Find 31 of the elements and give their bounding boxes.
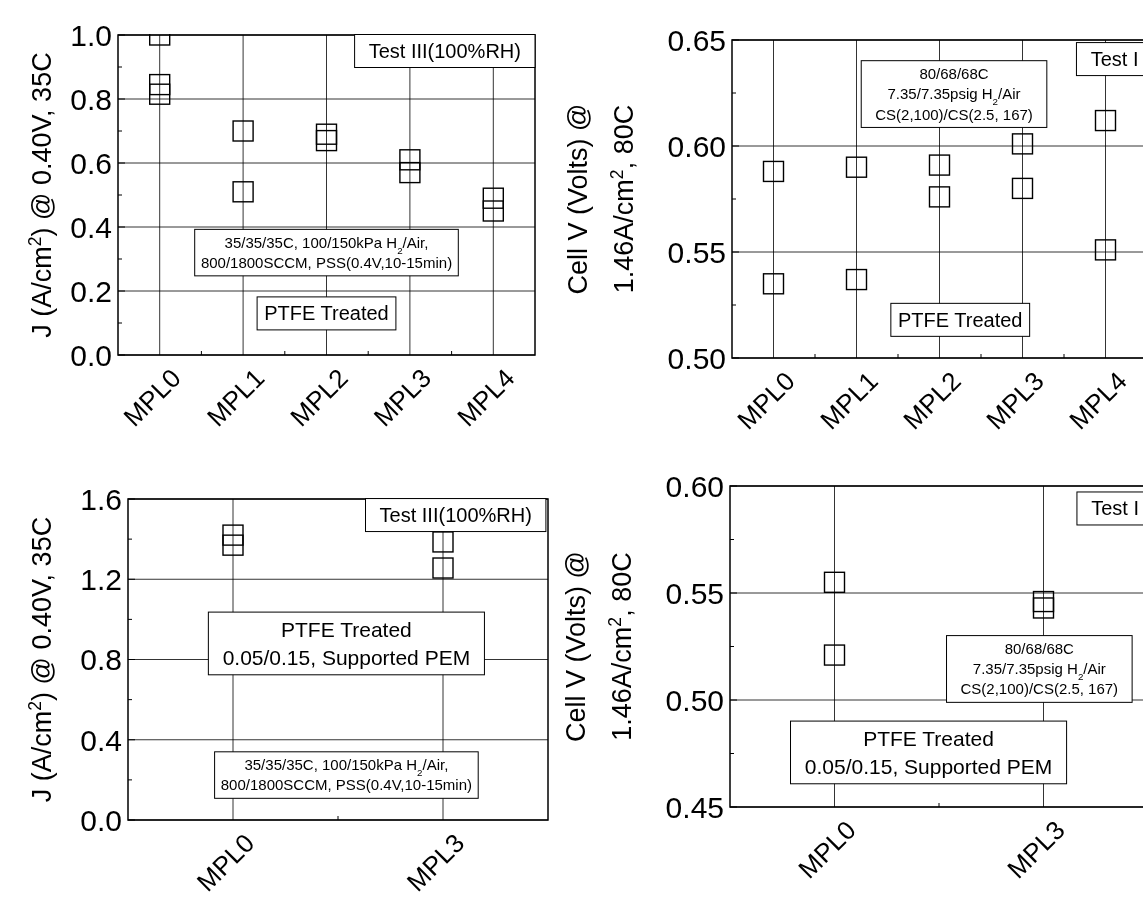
annotation: Test I xyxy=(1090,48,1139,71)
y-tick-label: 0.0 xyxy=(80,803,122,837)
y-tick-label: 0.45 xyxy=(665,790,724,824)
y-tick-label: 0.4 xyxy=(80,723,122,757)
annotation: PTFE Treated xyxy=(898,308,1023,331)
y-tick-label: 0.65 xyxy=(667,23,726,57)
y-tick-label: 0.60 xyxy=(665,469,724,503)
annotation: Test I xyxy=(1091,497,1140,520)
y-tick-label: 1.2 xyxy=(80,563,122,597)
y-tick-label: 0.55 xyxy=(667,235,726,269)
y-tick-label: 0.60 xyxy=(667,129,726,163)
annotation: 35/35/35C, 100/150kPa H$_{2}$/Air, 800/1800SCCM, PSS(0.4V,10-15min) xyxy=(200,233,453,271)
annotation: Test III(100%RH) xyxy=(368,40,521,62)
y-tick-label: 1.0 xyxy=(70,18,112,52)
y-tick-label: 0.8 xyxy=(80,643,122,677)
annotation: 80/68/68C 7.35/7.35psig H$_{2}$/Air CS(2,100)/CS(2.5, 167) xyxy=(960,639,1119,698)
annotation: Test III(100%RH) xyxy=(379,504,532,527)
y-tick-label: 0.0 xyxy=(70,338,112,372)
y-tick-label: 1.6 xyxy=(80,482,122,516)
y-tick-label: 0.50 xyxy=(667,341,726,375)
annotation: PTFE Treated xyxy=(264,302,389,325)
annotation: PTFE Treated 0.05/0.15, Supported PEM xyxy=(804,726,1053,778)
annotation: 35/35/35C, 100/150kPa H$_{2}$/Air, 800/1800SCCM, PSS(0.4V,10-15min) xyxy=(220,756,473,794)
y-tick-label: 0.8 xyxy=(70,82,112,116)
y-tick-label: 0.50 xyxy=(665,683,724,717)
y-tick-label: 0.55 xyxy=(665,576,724,610)
y-tick-label: 0.2 xyxy=(70,274,112,308)
annotation: 80/68/68C 7.35/7.35psig H$_{2}$/Air CS(2,100)/CS(2.5, 167) xyxy=(875,65,1033,123)
y-tick-label: 0.6 xyxy=(70,146,112,180)
annotation: PTFE Treated 0.05/0.15, Supported PEM xyxy=(222,617,471,669)
y-tick-label: 0.4 xyxy=(70,210,112,244)
